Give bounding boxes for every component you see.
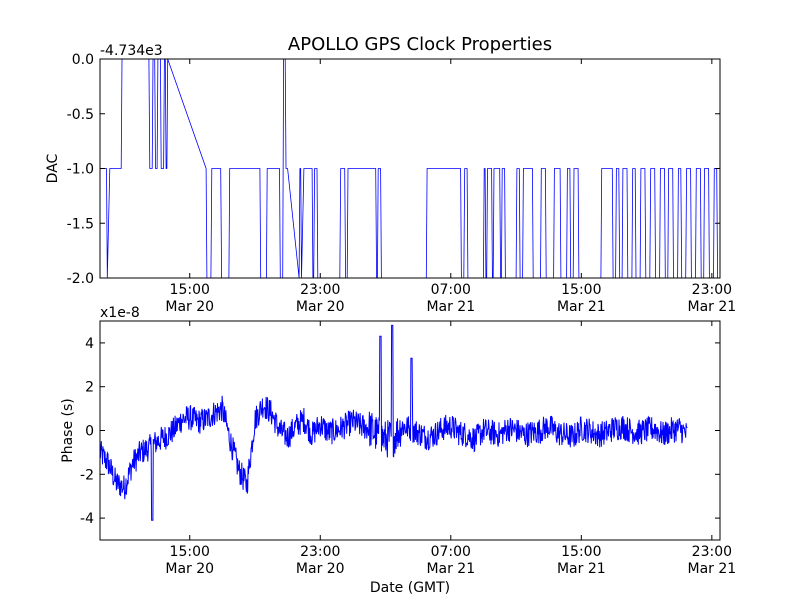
x-tick-label-time: 23:00 — [300, 282, 340, 298]
axis-offset-text: -4.734e3 — [100, 43, 163, 59]
y-tick-label: -4 — [80, 511, 94, 527]
chart-title: APOLLO GPS Clock Properties — [288, 34, 552, 55]
x-axis-label: Date (GMT) — [370, 580, 450, 596]
axis-offset-text: x1e-8 — [100, 305, 140, 321]
data-series-line — [100, 59, 720, 278]
x-tick-label-date: Mar 21 — [426, 299, 475, 315]
y-axis-label: DAC — [45, 153, 61, 183]
data-series-line — [100, 324, 688, 521]
y-tick-label: 4 — [85, 336, 94, 352]
x-tick-label-time: 15:00 — [561, 282, 601, 298]
x-tick-label-time: 23:00 — [692, 544, 732, 560]
x-tick-label-date: Mar 21 — [557, 561, 606, 577]
x-tick-label-date: Mar 20 — [296, 561, 345, 577]
x-tick-label-time: 07:00 — [431, 282, 471, 298]
x-tick-label-date: Mar 20 — [296, 299, 345, 315]
y-tick-label: 2 — [85, 380, 94, 396]
y-tick-label: -2 — [80, 467, 94, 483]
x-tick-label-time: 15:00 — [170, 544, 210, 560]
x-tick-label-date: Mar 21 — [687, 561, 736, 577]
y-tick-label: 0 — [85, 424, 94, 440]
y-axis-label: Phase (s) — [60, 398, 76, 462]
y-tick-label: -0.5 — [67, 107, 94, 123]
y-tick-label: -2.0 — [67, 271, 94, 287]
x-tick-label-date: Mar 21 — [557, 299, 606, 315]
y-tick-label: -1.5 — [67, 216, 94, 232]
x-tick-label-time: 23:00 — [692, 282, 732, 298]
x-tick-label-time: 15:00 — [561, 544, 601, 560]
y-tick-label: -1.0 — [67, 162, 94, 178]
x-tick-label-date: Mar 21 — [687, 299, 736, 315]
x-tick-label-date: Mar 21 — [426, 561, 475, 577]
y-tick-label: 0.0 — [72, 52, 94, 68]
x-tick-label-date: Mar 20 — [165, 561, 214, 577]
x-tick-label-time: 23:00 — [300, 544, 340, 560]
x-tick-label-time: 07:00 — [431, 544, 471, 560]
x-tick-label-time: 15:00 — [170, 282, 210, 298]
x-tick-label-date: Mar 20 — [165, 299, 214, 315]
